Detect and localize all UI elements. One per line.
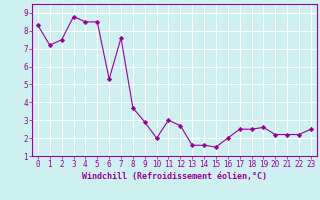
X-axis label: Windchill (Refroidissement éolien,°C): Windchill (Refroidissement éolien,°C): [82, 172, 267, 181]
